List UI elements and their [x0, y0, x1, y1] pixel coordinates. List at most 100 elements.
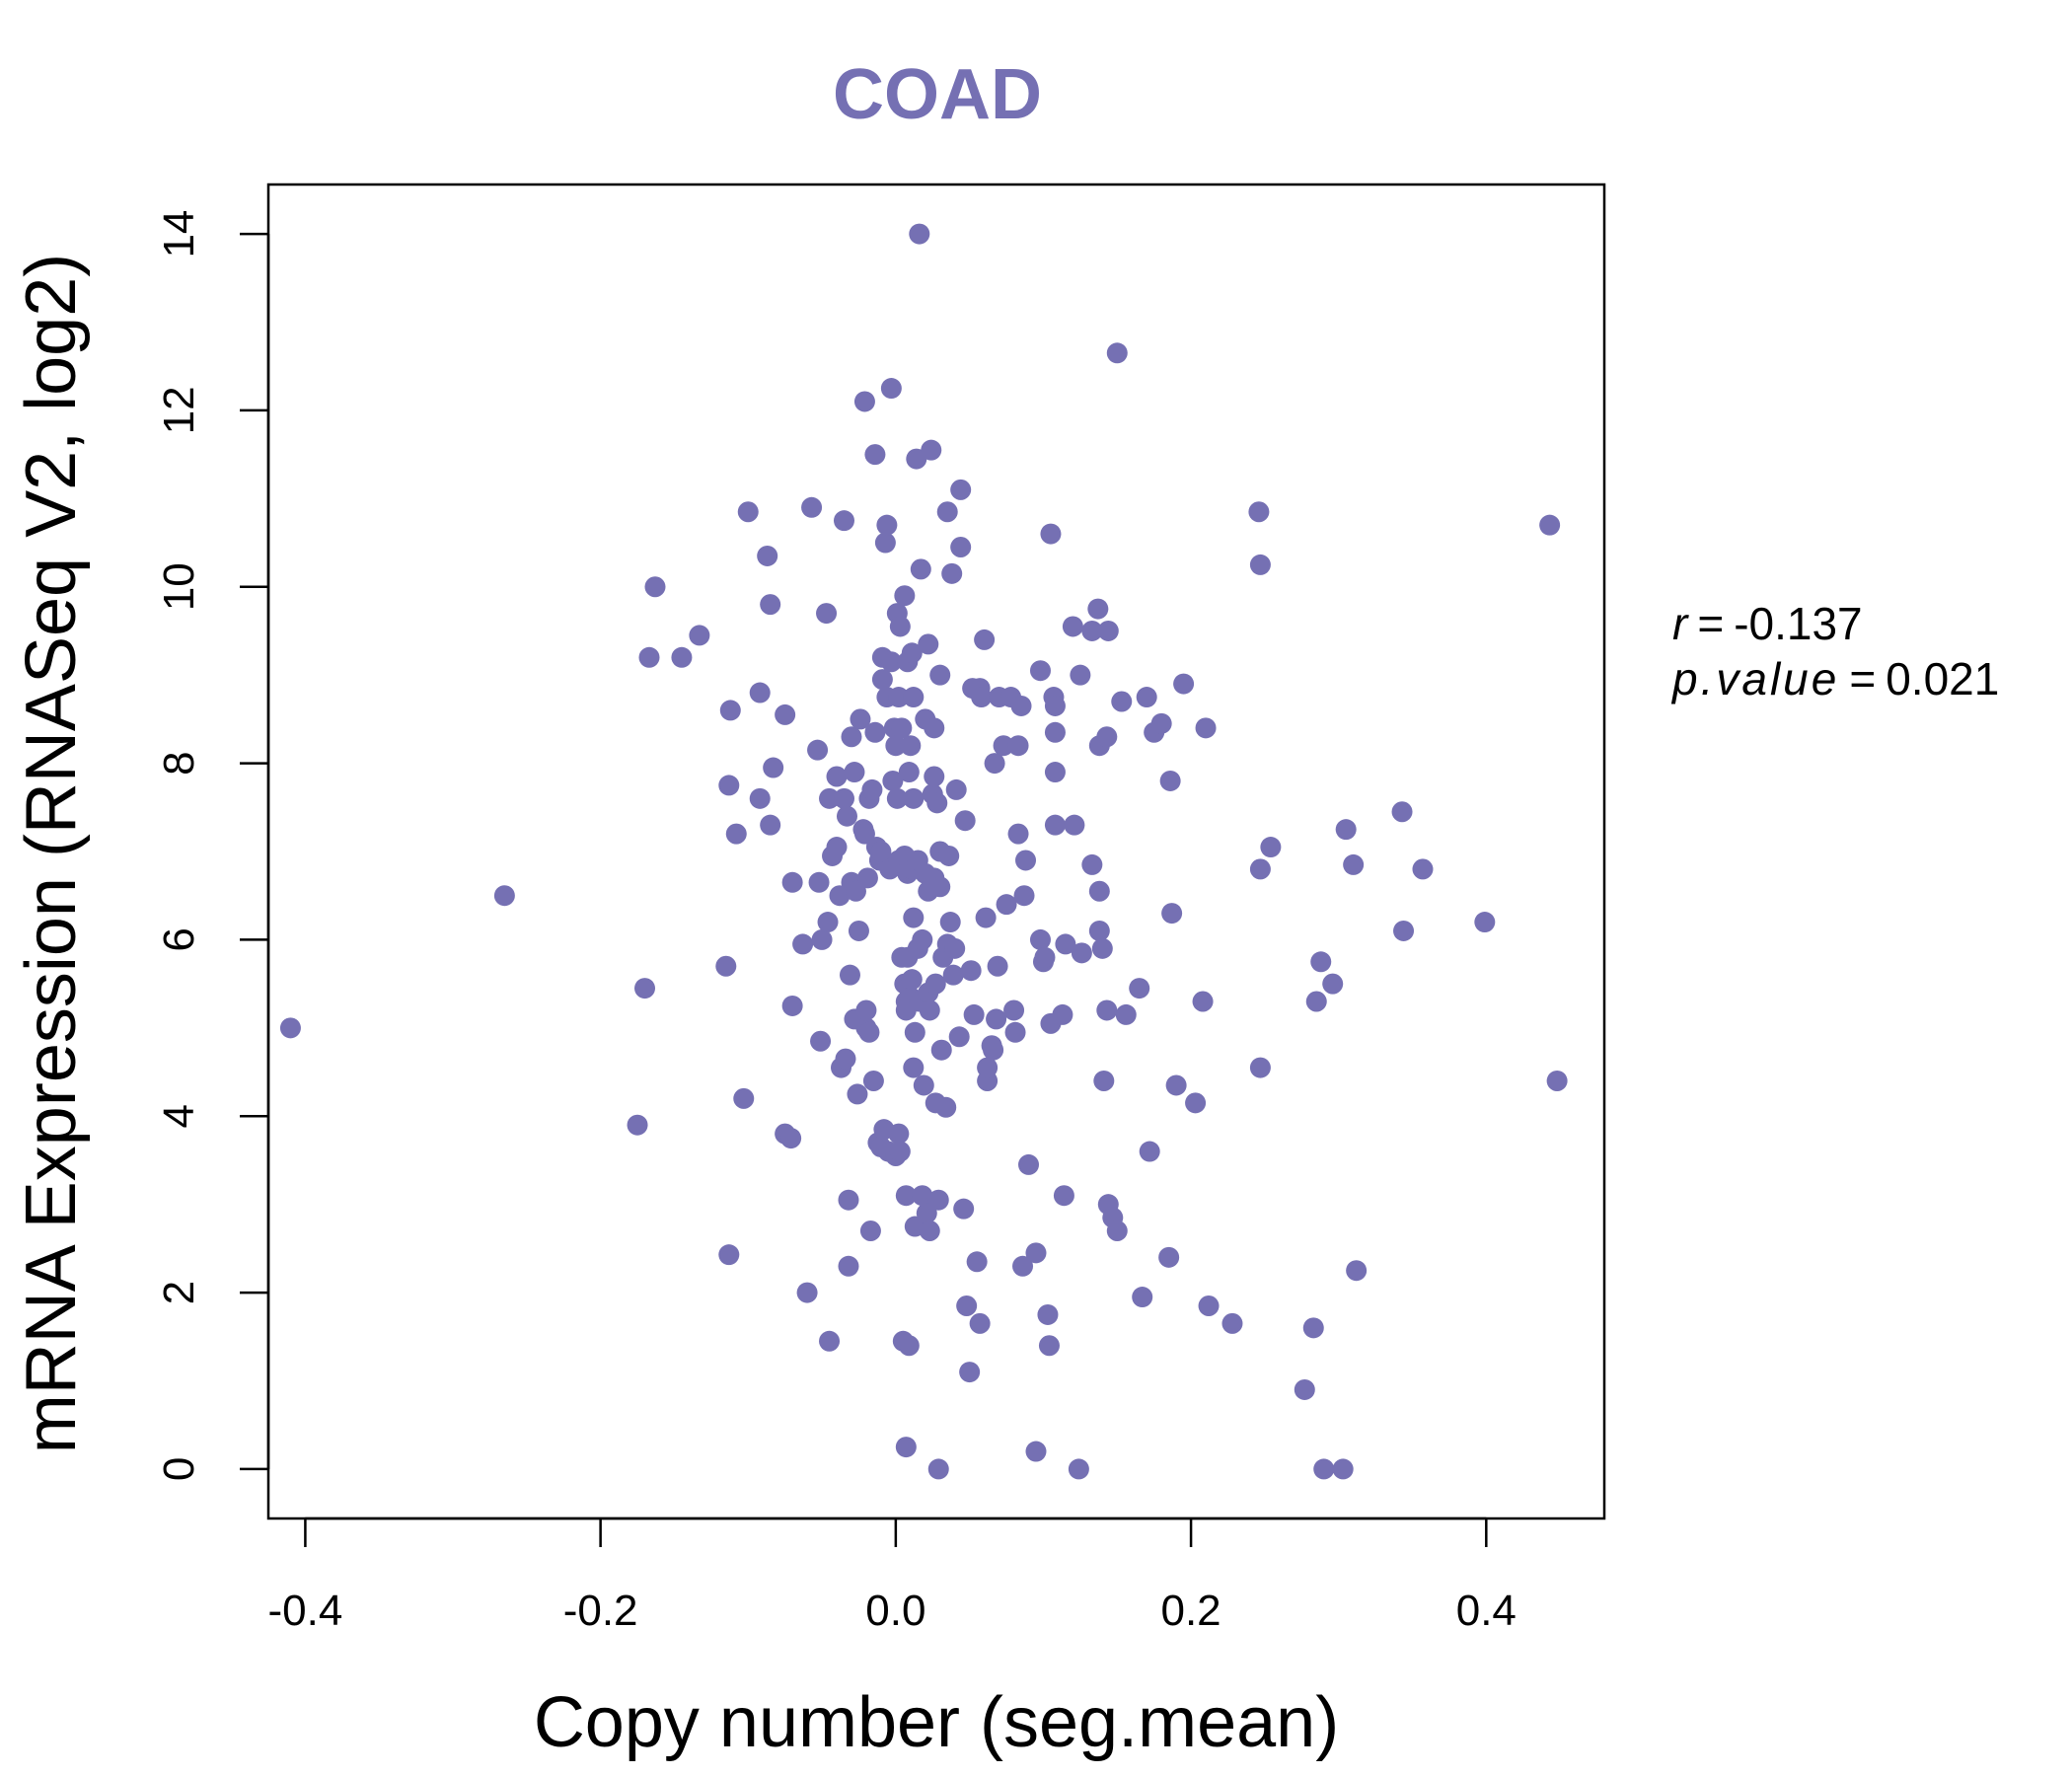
data-point — [1158, 1246, 1180, 1268]
data-point — [903, 907, 925, 928]
stat-p-label: p.value — [1670, 653, 1839, 704]
stat-r-value: -0.137 — [1734, 598, 1862, 649]
data-point — [1044, 762, 1066, 783]
data-point — [916, 1203, 937, 1224]
data-point — [1087, 598, 1109, 620]
data-point — [894, 585, 916, 607]
data-point — [845, 880, 866, 902]
data-point — [1044, 695, 1066, 716]
data-point — [1068, 1458, 1089, 1480]
data-point — [1053, 1185, 1074, 1207]
data-point — [1064, 814, 1085, 836]
data-point — [808, 871, 830, 893]
y-axis: 0 2 4 6 8 10 12 14 — [155, 210, 270, 1481]
data-point — [725, 823, 747, 845]
data-point — [898, 1335, 920, 1357]
data-point — [634, 978, 656, 999]
data-point — [1412, 858, 1434, 880]
y-tick-label: 6 — [155, 927, 203, 951]
data-point — [811, 928, 833, 950]
data-point — [903, 787, 925, 809]
data-point — [781, 871, 803, 893]
data-point — [1294, 1378, 1315, 1400]
x-tick-label: 0.2 — [1160, 1587, 1221, 1635]
data-point — [1029, 660, 1051, 682]
data-point — [924, 766, 945, 787]
data-point — [760, 594, 781, 616]
data-point — [1007, 735, 1029, 757]
data-point — [882, 770, 904, 791]
data-point — [850, 708, 871, 730]
data-point — [1096, 999, 1118, 1021]
y-tick-label: 4 — [155, 1104, 203, 1128]
y-tick-label: 2 — [155, 1281, 203, 1304]
data-point — [944, 937, 966, 959]
y-tick-label: 14 — [155, 210, 203, 259]
data-point — [941, 562, 963, 584]
data-point — [871, 669, 893, 691]
stat-r-line: r = -0.137 — [1672, 598, 1863, 649]
data-point — [1305, 991, 1327, 1012]
data-point — [1335, 819, 1357, 841]
data-point — [1173, 673, 1195, 695]
data-point — [963, 1003, 985, 1025]
data-point — [929, 664, 951, 686]
data-point — [1106, 1220, 1128, 1241]
data-point — [689, 625, 710, 646]
data-point — [919, 1220, 940, 1241]
data-point — [960, 960, 982, 982]
data-point — [1115, 1003, 1137, 1025]
data-point — [935, 1096, 957, 1118]
data-point — [874, 532, 896, 554]
data-point — [839, 964, 860, 986]
data-point — [983, 1039, 1004, 1061]
data-point — [1025, 1441, 1047, 1462]
y-tick-label: 10 — [155, 562, 203, 611]
data-point — [833, 787, 854, 809]
data-point — [927, 1189, 949, 1211]
data-point — [1139, 1141, 1160, 1162]
data-point — [954, 810, 976, 832]
data-point — [888, 687, 910, 708]
data-point — [880, 378, 902, 400]
data-point — [984, 753, 1005, 775]
data-point — [936, 501, 958, 523]
data-point — [1195, 717, 1217, 739]
data-point — [909, 223, 930, 245]
data-point — [775, 703, 796, 725]
data-point — [1097, 620, 1119, 641]
data-point — [841, 726, 862, 748]
data-point — [876, 514, 898, 536]
data-point — [975, 907, 997, 928]
data-point — [993, 735, 1014, 757]
data-point — [1071, 942, 1092, 964]
data-point — [1044, 721, 1066, 743]
data-point — [939, 912, 961, 933]
data-point — [948, 1026, 970, 1048]
data-point — [807, 739, 829, 761]
data-point — [801, 496, 823, 518]
data-point — [1037, 1303, 1059, 1325]
data-point — [974, 629, 996, 650]
data-point — [1192, 991, 1214, 1012]
data-point — [733, 1087, 755, 1109]
data-point — [1096, 726, 1118, 748]
data-point — [870, 841, 892, 862]
data-point — [1198, 1295, 1220, 1317]
data-point — [847, 1083, 868, 1105]
data-point — [1010, 695, 1032, 716]
data-point — [749, 787, 771, 809]
data-point — [1391, 801, 1413, 823]
data-point — [898, 762, 920, 783]
x-axis: -0.4 -0.2 0.0 0.2 0.4 — [267, 1517, 1517, 1635]
data-point — [864, 721, 886, 743]
data-point — [913, 1074, 934, 1096]
stat-p-equals: = — [1849, 653, 1876, 704]
data-point — [757, 545, 778, 566]
y-tick-label: 8 — [155, 751, 203, 775]
data-point — [1539, 514, 1561, 536]
x-axis-label: Copy number (seg.mean) — [534, 1683, 1339, 1762]
data-point — [900, 735, 922, 757]
y-tick-label: 12 — [155, 386, 203, 434]
data-point — [1025, 1242, 1047, 1264]
